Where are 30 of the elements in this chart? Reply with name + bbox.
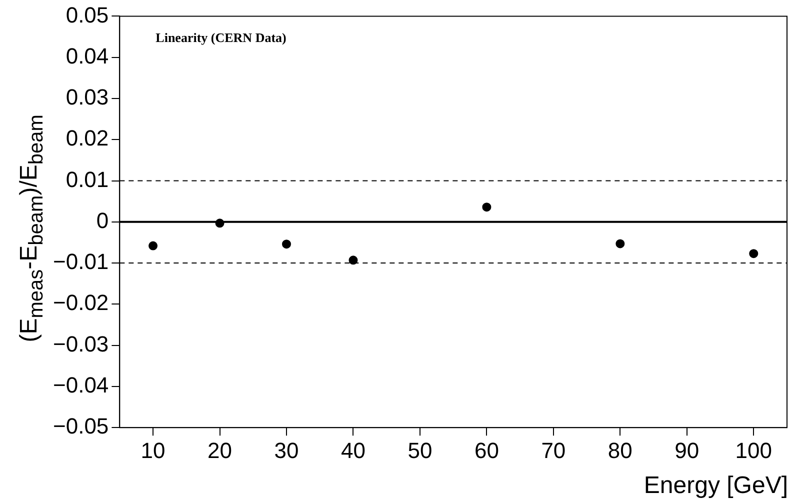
point [148, 241, 158, 250]
y-tick-label: −0.02 [52, 290, 109, 316]
x-tick-label: 70 [541, 438, 566, 463]
point [749, 249, 758, 258]
y-tick-label: −0.05 [52, 414, 109, 439]
y-tick-label: −0.03 [52, 331, 109, 356]
point [482, 202, 492, 212]
y-tick-label: 0.04 [66, 43, 109, 68]
y-tick-label: −0.04 [52, 372, 109, 398]
y-tick-label: 0.03 [66, 84, 109, 110]
point [282, 240, 291, 249]
x-tick-label: 90 [674, 438, 700, 463]
y-tick-label: 0.05 [66, 2, 109, 28]
x-tick-label: 20 [208, 438, 232, 463]
y-tick-label: −0.01 [52, 249, 109, 274]
y-tick-label: 0 [96, 208, 109, 233]
point [215, 218, 224, 228]
x-tick-label: 100 [735, 438, 772, 463]
x-tick-label: 10 [140, 438, 166, 463]
x-tick-label: 60 [474, 438, 499, 463]
y-tick-label: 0.01 [66, 166, 109, 192]
y-tick-label: 0.02 [66, 126, 109, 151]
point [348, 256, 358, 265]
x-tick-label: 40 [340, 438, 366, 463]
point [616, 239, 625, 248]
x-axis-title: Energy [GeV] [644, 472, 788, 500]
x-tick-label: 50 [408, 438, 432, 463]
x-tick-label: 80 [608, 438, 632, 463]
annotation: Linearity (CERN Data) [156, 30, 286, 46]
x-tick-label: 30 [274, 438, 299, 463]
